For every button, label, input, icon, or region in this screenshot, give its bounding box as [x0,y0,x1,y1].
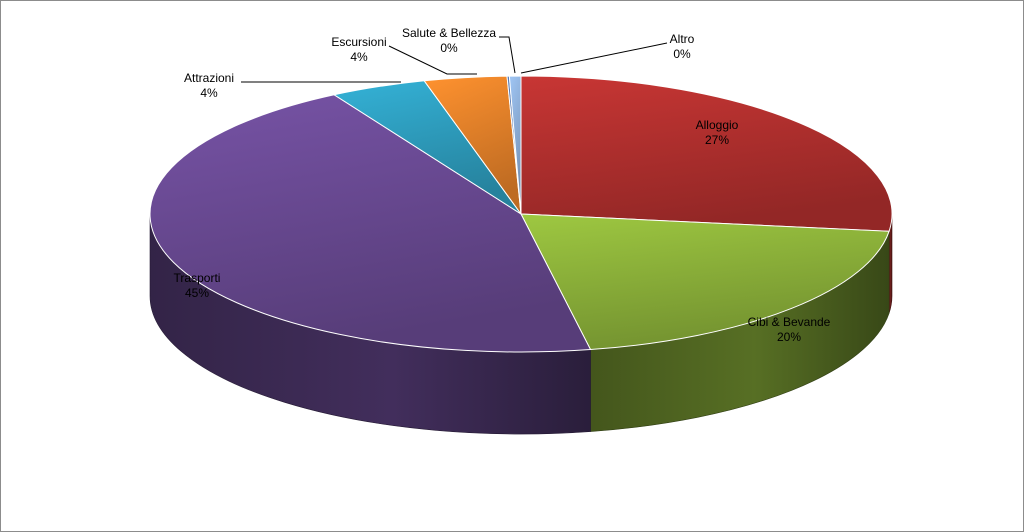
percent-escursioni: 4% [350,50,368,64]
label-altro: Altro [670,32,695,46]
percent-cibi-and-bevande: 20% [777,330,801,344]
leader-lines [241,36,668,83]
label-cibi-and-bevande: Cibi & Bevande [748,315,831,329]
percent-trasporti: 45% [185,286,209,300]
slice-alloggio [520,75,893,232]
label-trasporti: Trasporti [174,271,221,285]
slice-altro [508,75,522,215]
leader-line-escursioni [388,45,477,75]
pie-top-faces [149,75,893,353]
percent-altro: 0% [673,47,691,61]
percent-salute-and-bellezza: 0% [440,41,458,55]
slice-trasporti [149,94,592,353]
label-salute-and-bellezza: Salute & Bellezza [402,26,496,40]
percent-alloggio: 27% [705,133,729,147]
leader-line-salute-and-bellezza [499,36,516,74]
slice-cibi-and-bevande [520,213,890,351]
percent-attrazioni: 4% [200,86,218,100]
leader-line-altro [520,42,668,74]
label-escursioni: Escursioni [331,35,386,49]
label-alloggio: Alloggio [696,118,739,132]
label-attrazioni: Attrazioni [184,71,234,85]
